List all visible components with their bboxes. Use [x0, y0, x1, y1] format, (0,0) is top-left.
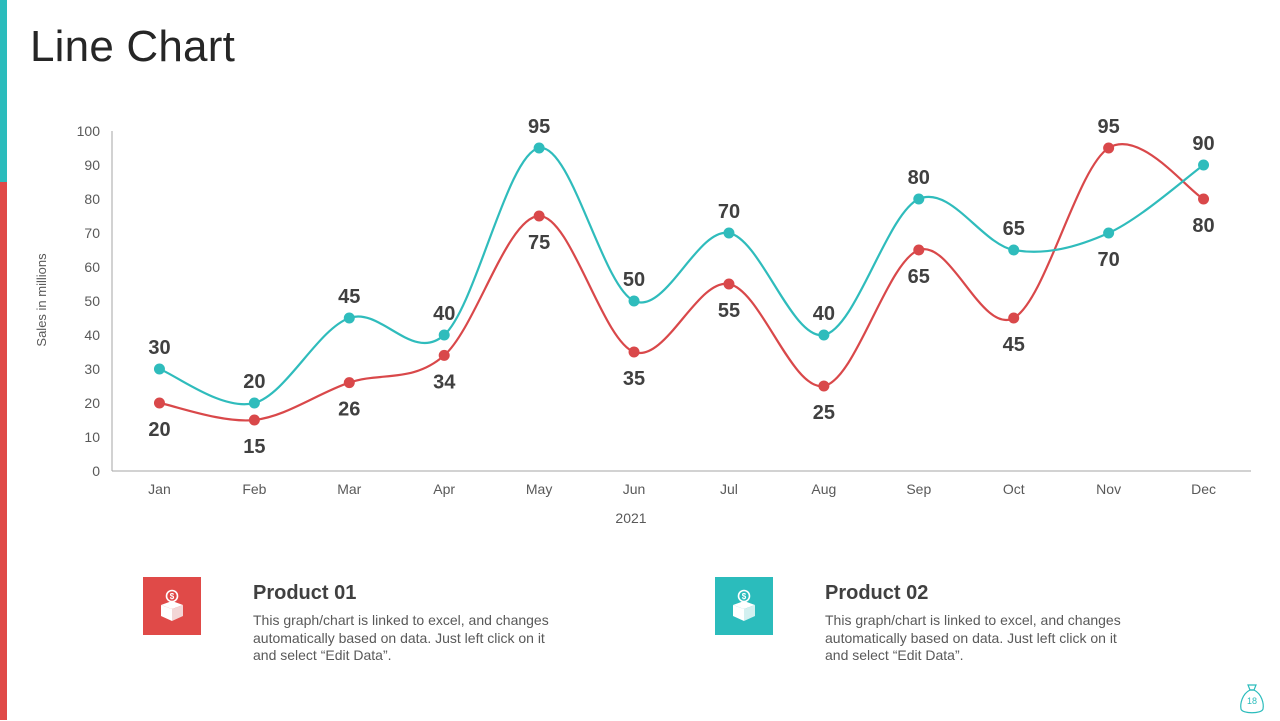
- series-1-data-label: 15: [243, 436, 265, 458]
- series-1-data-label: 34: [433, 371, 456, 393]
- series-1-data-label: 26: [338, 399, 360, 421]
- y-tick-label: 70: [84, 225, 100, 241]
- y-tick-label: 20: [84, 395, 100, 411]
- series-1-point[interactable]: [248, 414, 260, 426]
- y-tick-label: 80: [84, 191, 100, 207]
- series-2-data-label: 70: [718, 201, 740, 223]
- line-chart[interactable]: 0 10 20 30 40 50 60 70 80 90 100 Jan Feb Mar Apr May Ju…: [0, 0, 1280, 545]
- legend-description-product-02: This graph/chart is linked to excel, and…: [825, 612, 1121, 663]
- series-1-point[interactable]: [818, 380, 830, 392]
- x-tick-label: Sep: [906, 481, 931, 497]
- series-points: [153, 142, 1210, 426]
- x-tick-label: Dec: [1191, 481, 1216, 497]
- series-2-data-label: 50: [623, 269, 645, 291]
- series-line-1: [159, 143, 1205, 422]
- x-tick-label: Jun: [623, 481, 646, 497]
- series-1-point[interactable]: [343, 377, 355, 389]
- series-1-point[interactable]: [533, 210, 545, 222]
- series-1-point[interactable]: [438, 349, 450, 361]
- y-axis-title: Sales in millions: [34, 253, 49, 347]
- x-tick-label: Feb: [242, 481, 266, 497]
- y-tick-label: 90: [84, 157, 100, 173]
- svg-text:$: $: [170, 592, 175, 601]
- series-1-data-label: 55: [718, 300, 740, 322]
- series-1-point[interactable]: [723, 278, 735, 290]
- series-1-point[interactable]: [628, 346, 640, 358]
- svg-text:$: $: [742, 592, 747, 601]
- series-2-point[interactable]: [153, 363, 165, 375]
- y-tick-label: 60: [84, 259, 100, 275]
- series-1-data-label: 45: [1003, 334, 1025, 356]
- x-tick-label: Aug: [811, 481, 836, 497]
- series-2-data-label: 90: [1192, 133, 1214, 155]
- y-tick-label: 0: [92, 463, 100, 479]
- series-line-2: [159, 146, 1205, 406]
- series-1-data-label: 65: [908, 266, 930, 288]
- series-2-point[interactable]: [533, 142, 545, 154]
- x-tick-label: Mar: [337, 481, 361, 497]
- y-axis: 0 10 20 30 40 50 60 70 80 90 100: [77, 123, 113, 479]
- series-2-point[interactable]: [248, 397, 260, 409]
- data-labels: 20 15 26 34 75 35 55 25 65 45 95 80 30 20 45 40 95 50 70 40…: [148, 116, 1214, 458]
- series-1-data-label: 75: [528, 232, 550, 254]
- series-1-point[interactable]: [153, 397, 165, 409]
- series-2-data-label: 20: [243, 371, 265, 393]
- series-1-point[interactable]: [913, 244, 925, 256]
- y-tick-label: 50: [84, 293, 100, 309]
- accent-bar-teal: [0, 0, 7, 182]
- x-tick-label: Apr: [433, 481, 455, 497]
- legend-title-product-02: Product 02: [825, 582, 929, 604]
- series-2-point[interactable]: [1103, 227, 1115, 239]
- y-tick-label: 30: [84, 361, 100, 377]
- series-2-data-label: 70: [1098, 249, 1120, 271]
- product-01-icon-tile: $: [143, 577, 201, 635]
- gift-box-dollar-icon: $: [161, 589, 183, 621]
- series-2-point[interactable]: [723, 227, 735, 239]
- series-2-point[interactable]: [1198, 159, 1210, 171]
- series-2-point[interactable]: [818, 329, 830, 341]
- x-tick-label: May: [526, 481, 552, 497]
- x-tick-label: Nov: [1096, 481, 1121, 497]
- series-2-data-label: 40: [813, 303, 835, 325]
- series-2-data-label: 80: [908, 167, 930, 189]
- series-1-data-label: 80: [1192, 215, 1214, 237]
- series-2-point[interactable]: [343, 312, 355, 324]
- series-1-data-label: 20: [148, 419, 170, 441]
- series-2-point[interactable]: [628, 295, 640, 307]
- series-2-data-label: 45: [338, 286, 360, 308]
- y-tick-label: 10: [84, 429, 100, 445]
- series-2-data-label: 65: [1003, 218, 1025, 240]
- legend-description-product-01: This graph/chart is linked to excel, and…: [253, 612, 549, 663]
- x-axis: Jan Feb Mar Apr May Jun Jul Aug Sep Oct Nov Dec: [112, 470, 1251, 497]
- series-2-point[interactable]: [913, 193, 925, 205]
- series-2-data-label: 40: [433, 303, 455, 325]
- series-2-data-label: 30: [148, 337, 170, 359]
- series-lines: [159, 143, 1205, 422]
- series-1-data-label: 35: [623, 368, 645, 390]
- y-tick-label: 100: [77, 123, 101, 139]
- money-bag-icon: [1240, 684, 1264, 714]
- y-tick-label: 40: [84, 327, 100, 343]
- x-tick-label: Oct: [1003, 481, 1025, 497]
- legend-title-product-01: Product 01: [253, 582, 357, 604]
- series-2-data-label: 95: [528, 116, 550, 138]
- series-1-data-label: 95: [1098, 116, 1120, 138]
- page-number: 18: [1246, 696, 1257, 706]
- series-2-point[interactable]: [1008, 244, 1020, 256]
- x-tick-label: Jul: [720, 481, 738, 497]
- series-2-point[interactable]: [438, 329, 450, 341]
- product-02-icon-tile: $: [715, 577, 773, 635]
- page-title: Line Chart: [30, 22, 236, 71]
- series-1-point[interactable]: [1008, 312, 1020, 324]
- series-1-point[interactable]: [1198, 193, 1210, 205]
- accent-bar-red: [0, 182, 7, 720]
- x-tick-label: Jan: [148, 481, 171, 497]
- x-axis-title: 2021: [615, 510, 646, 526]
- page-number-badge: 18: [1238, 682, 1266, 716]
- series-1-data-label: 25: [813, 402, 835, 424]
- gift-box-dollar-icon: $: [733, 589, 755, 621]
- series-1-point[interactable]: [1103, 142, 1115, 154]
